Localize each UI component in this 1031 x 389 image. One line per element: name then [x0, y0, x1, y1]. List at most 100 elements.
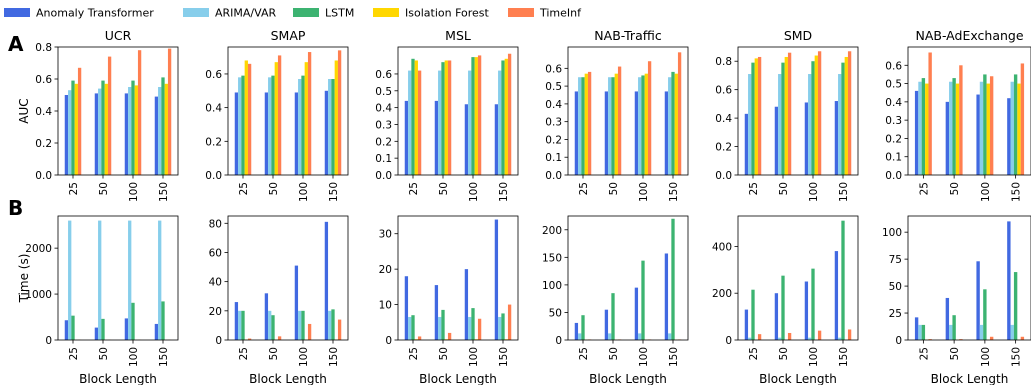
bar	[268, 311, 271, 340]
y-tick-label: 200	[712, 288, 732, 300]
bar	[805, 102, 808, 175]
bar	[465, 104, 468, 175]
bar	[976, 95, 979, 175]
bar	[408, 71, 411, 175]
x-tick-label: 150	[838, 182, 850, 202]
bar	[131, 303, 134, 340]
bar	[956, 84, 959, 175]
bar	[751, 63, 754, 175]
x-tick-label: 100	[298, 347, 310, 367]
bar	[1011, 325, 1014, 340]
bar	[668, 333, 671, 340]
bar	[980, 325, 983, 340]
bar	[305, 62, 308, 175]
bar	[838, 74, 841, 175]
bar	[581, 77, 584, 175]
x-tick-label: 25	[408, 347, 420, 360]
y-tick-label: 0.5	[545, 81, 562, 93]
x-tick-label: 100	[128, 347, 140, 367]
bar	[835, 101, 838, 175]
bar	[745, 310, 748, 340]
bar	[271, 315, 274, 340]
bar	[158, 87, 161, 175]
bar	[235, 92, 238, 175]
bar	[781, 63, 784, 175]
bar	[268, 77, 271, 175]
bar	[922, 325, 925, 340]
y-tick-label: 0.6	[885, 60, 902, 72]
bar	[781, 276, 784, 340]
y-tick-label: 30	[379, 229, 392, 241]
panel-title: NAB-Traffic	[594, 28, 662, 43]
axes-frame	[908, 216, 1031, 340]
x-tick-label: 25	[238, 182, 250, 195]
bar	[328, 79, 331, 175]
y-tick-label: 0.6	[715, 85, 732, 97]
legend-item: Isolation Forest	[373, 7, 490, 20]
y-axis-label: Time (s)	[17, 254, 31, 304]
y-tick-label: 0.1	[375, 153, 392, 165]
panel-title: SMAP	[271, 28, 306, 43]
y-tick-label: 200	[542, 225, 562, 237]
y-tick-label: 0.0	[715, 170, 732, 182]
x-axis-label: Block Length	[589, 372, 667, 385]
bar	[588, 72, 591, 175]
x-tick-label: 25	[918, 347, 930, 360]
bar	[165, 84, 168, 175]
bar	[1014, 74, 1017, 175]
x-tick-label: 25	[408, 182, 420, 195]
bar	[608, 333, 611, 340]
x-tick-label: 100	[980, 347, 992, 367]
y-tick-label: 0.4	[715, 113, 732, 125]
x-axis-label: Block Length	[931, 372, 1009, 385]
row-label-b: B	[8, 196, 23, 220]
y-tick-label: 0	[555, 335, 562, 347]
bar	[575, 323, 578, 340]
x-tick-label: 25	[68, 182, 80, 195]
y-tick-label: 0.4	[205, 103, 222, 115]
y-tick-label: 0.4	[545, 99, 562, 111]
y-tick-label: 0	[385, 335, 392, 347]
y-tick-label: 50	[549, 307, 562, 319]
bar	[441, 62, 444, 175]
bar	[331, 309, 334, 340]
bar	[915, 91, 918, 175]
bar	[478, 319, 481, 340]
x-tick-label: 150	[668, 347, 680, 367]
bar	[925, 84, 928, 175]
x-tick-label: 50	[268, 347, 280, 360]
bar	[238, 77, 241, 175]
y-tick-label: 25	[889, 308, 902, 320]
x-tick-label: 50	[98, 182, 110, 195]
bar	[918, 325, 921, 340]
bar	[125, 93, 128, 175]
bar	[448, 333, 451, 340]
bar	[848, 51, 851, 175]
y-tick-label: 0.2	[35, 138, 52, 150]
bar	[128, 87, 131, 175]
bar	[915, 317, 918, 340]
bar	[1017, 84, 1020, 175]
bar	[976, 261, 979, 340]
y-tick-label: 0	[895, 335, 902, 347]
bar	[641, 75, 644, 175]
y-tick-label: 0.0	[545, 170, 562, 182]
bar	[155, 324, 158, 340]
bar	[578, 333, 581, 340]
bar	[1007, 98, 1010, 175]
bar	[581, 315, 584, 340]
bar	[478, 55, 481, 175]
x-tick-label: 100	[128, 182, 140, 202]
bar	[155, 97, 158, 175]
bar	[501, 60, 504, 175]
bar	[325, 91, 328, 175]
bar	[415, 60, 418, 175]
bar	[465, 269, 468, 340]
bar	[168, 49, 171, 175]
